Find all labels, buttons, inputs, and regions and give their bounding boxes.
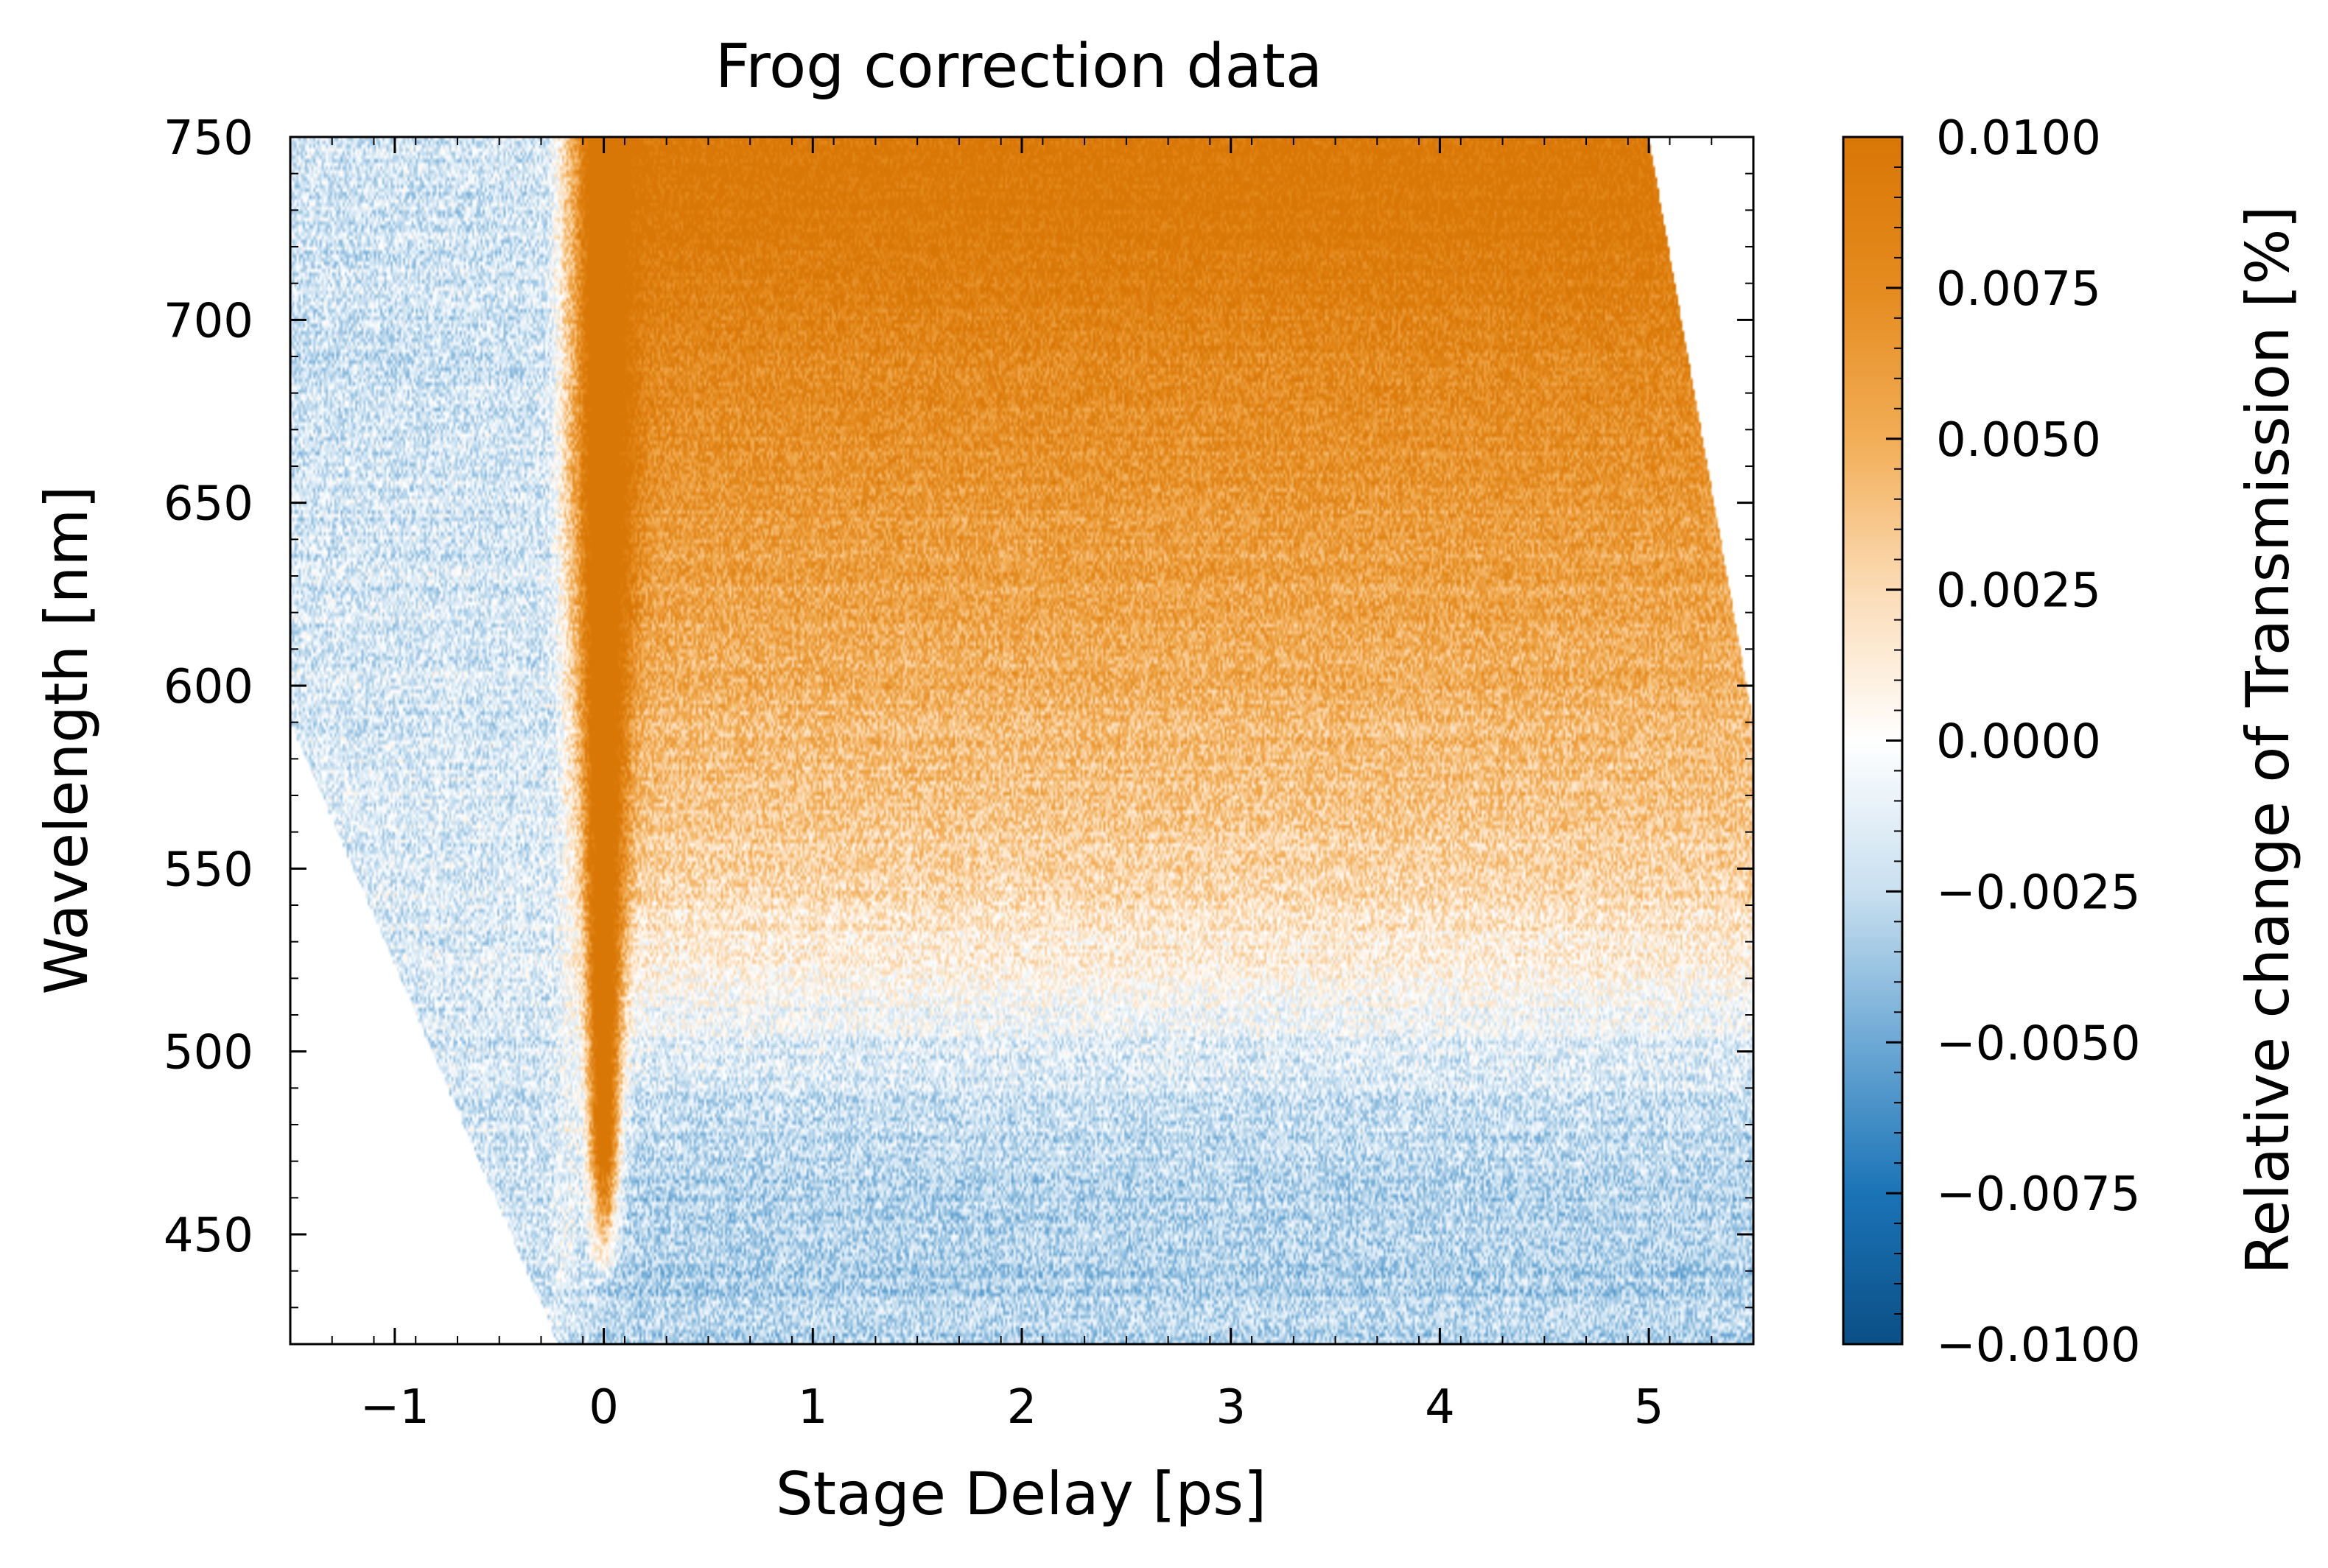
heatmap-image (290, 137, 1753, 1344)
y-tick-label: 650 (164, 477, 253, 532)
x-tick-label: 3 (1216, 1380, 1246, 1435)
colorbar-ticks: 0.0100 0.0075 0.0050 0.0025 0.0000 −0.0025 −0.… (1886, 111, 2141, 1373)
colorbar-tick-label: 0.0025 (1936, 564, 2101, 619)
colorbar-tick-label: 0.0000 (1936, 715, 2101, 770)
colorbar-tick-label: −0.0075 (1936, 1167, 2141, 1222)
colorbar-tick-label: −0.0100 (1936, 1318, 2141, 1373)
colorbar-tick-label: −0.0050 (1936, 1016, 2141, 1071)
y-tick-label: 750 (164, 111, 253, 166)
x-axis-ticks: −1 0 1 2 3 4 5 (290, 137, 1754, 1435)
y-tick-label: 700 (164, 294, 253, 348)
x-axis-label: Stage Delay [ps] (776, 1460, 1266, 1528)
y-tick-label: 600 (164, 660, 253, 714)
colorbar-tick-label: 0.0050 (1936, 413, 2101, 468)
x-tick-label: 4 (1425, 1380, 1455, 1435)
colorbar-tick-label: −0.0025 (1936, 865, 2141, 920)
x-tick-label: 0 (589, 1380, 619, 1435)
y-axis-ticks: 450 500 550 600 650 700 750 (164, 111, 1753, 1345)
x-tick-label: −1 (360, 1380, 430, 1435)
y-tick-label: 550 (164, 843, 253, 897)
plot-area (289, 136, 1755, 1346)
x-tick-label: 2 (1007, 1380, 1037, 1435)
y-tick-label: 500 (164, 1026, 253, 1080)
y-tick-label: 450 (164, 1209, 253, 1263)
x-tick-label: 5 (1634, 1380, 1664, 1435)
colorbar-label: Relative change of Transmission [%] (2234, 205, 2302, 1274)
chart-title: Frog correction data (715, 32, 1322, 102)
colorbar-tick-label: 0.0075 (1936, 262, 2101, 317)
x-tick-label: 1 (798, 1380, 828, 1435)
y-axis-label: Wavelength [nm] (32, 485, 101, 994)
colorbar-tick-label: 0.0100 (1936, 111, 2101, 166)
